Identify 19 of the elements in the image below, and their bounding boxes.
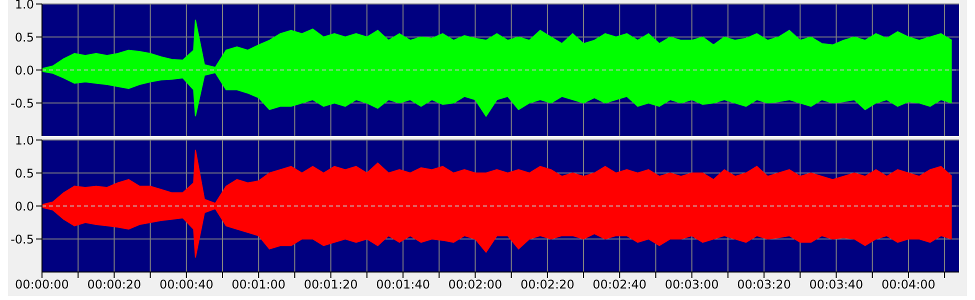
y-tick-label: -0.5 (10, 96, 34, 110)
x-tick-label: 00:03:40 (809, 278, 864, 292)
y-tick-label: -0.5 (10, 232, 34, 246)
y-tick-label: 0.0 (14, 63, 34, 78)
y-tick-label: 0.5 (14, 30, 34, 44)
x-tick-label: 00:04:00 (882, 278, 936, 292)
x-tick-label: 00:00:20 (87, 278, 142, 292)
x-tick-label: 00:00:00 (15, 278, 69, 292)
x-tick-label: 00:03:20 (737, 278, 791, 292)
x-tick-label: 00:02:00 (448, 278, 502, 292)
x-tick-label: 00:02:40 (592, 278, 647, 292)
x-tick-label: 00:01:00 (232, 278, 286, 292)
x-tick-label: 00:01:20 (304, 278, 358, 292)
x-tick-label: 00:01:40 (376, 278, 430, 292)
y-tick-label: 0.5 (14, 166, 34, 180)
x-tick-label: 00:02:20 (520, 278, 574, 292)
y-tick-label: 0.0 (14, 199, 34, 214)
x-tick-label: 00:03:00 (664, 278, 719, 292)
x-tick-label: 00:00:40 (159, 278, 214, 292)
